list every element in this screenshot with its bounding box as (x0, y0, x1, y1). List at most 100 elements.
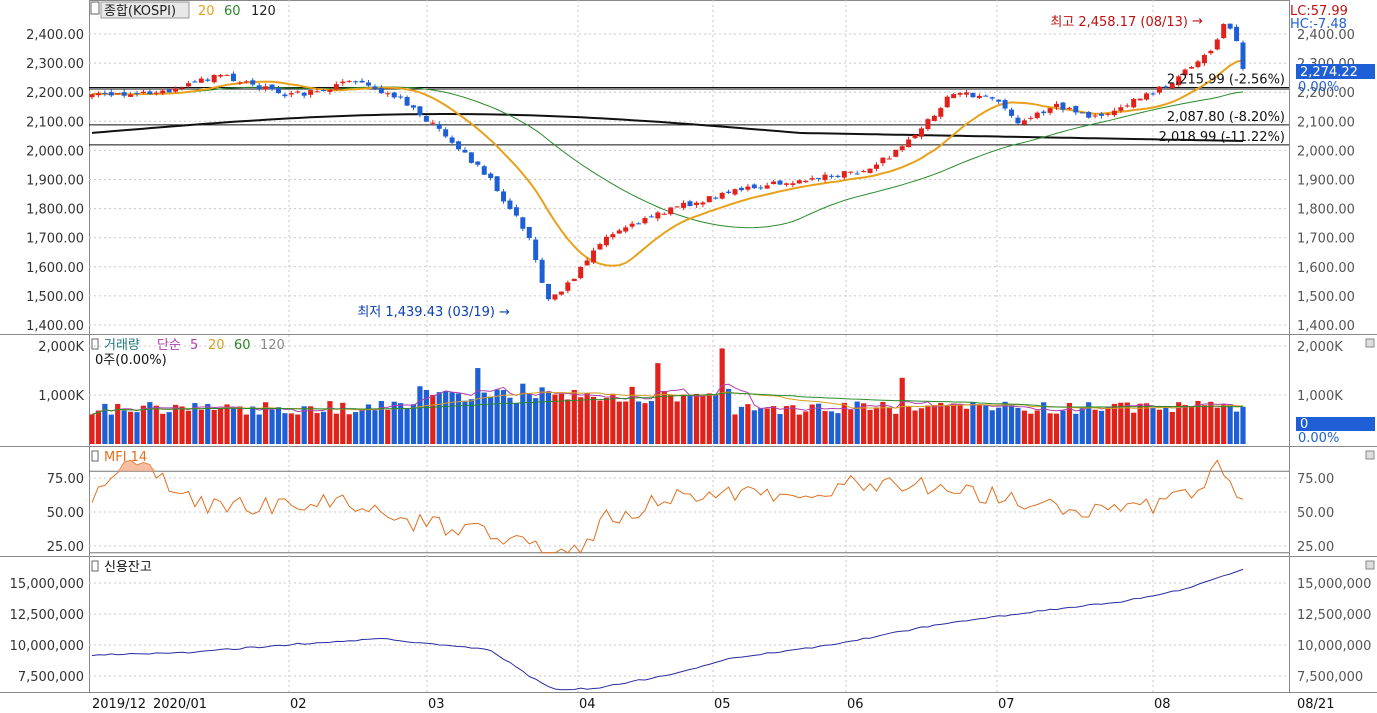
candle (764, 185, 770, 189)
volume-bar (526, 394, 532, 444)
close-icon[interactable] (1365, 450, 1375, 460)
candle (700, 202, 706, 205)
candle (140, 91, 146, 93)
y-tick-label: 25.00 (47, 540, 84, 555)
candle (899, 146, 905, 151)
volume-bar (301, 406, 307, 444)
panel-menu-icon[interactable] (91, 560, 99, 572)
volume-bar (1156, 409, 1163, 444)
y-tick-label: 2,400.00 (1297, 28, 1355, 43)
y-tick-label: 1,700.00 (1297, 232, 1355, 247)
volume-bar (95, 410, 102, 444)
candle (481, 166, 487, 175)
symbol-tag[interactable] (100, 1, 190, 19)
y-tick-label: 15,000,000 (1297, 577, 1371, 592)
volume-bar (108, 414, 114, 444)
current-price: 2,274.22 (1300, 65, 1358, 80)
volume-bar (488, 396, 494, 444)
volume-bar (359, 410, 365, 444)
volume-bar (861, 403, 867, 444)
mfi-overbought-area (92, 460, 163, 472)
volume-bar (449, 392, 455, 444)
candle (552, 294, 558, 300)
y-tick-label: 1,000K (38, 389, 84, 404)
panel-menu-icon[interactable] (91, 450, 99, 462)
y-tick-label: 10,000,000 (1297, 639, 1371, 654)
volume-bar (353, 412, 359, 444)
candle (546, 283, 552, 300)
candle (648, 216, 654, 218)
y-tick-label: 7,500,000 (1297, 670, 1363, 685)
volume-bar (1105, 407, 1111, 444)
volume-bar (127, 411, 134, 444)
y-tick-label: 2,100.00 (26, 115, 84, 130)
x-axis-end-label: 08/21 (1297, 697, 1334, 712)
y-tick-label: 1,400.00 (26, 319, 84, 334)
volume-bar (623, 401, 629, 444)
volume-bar (635, 401, 642, 444)
candle (417, 106, 423, 116)
volume-bar (1124, 402, 1130, 444)
candle (777, 180, 783, 185)
candle (989, 97, 995, 99)
volume-bar (558, 393, 565, 444)
candle (1163, 86, 1169, 88)
candle (1028, 117, 1034, 119)
credit-line (91, 568, 1244, 691)
candle (828, 175, 834, 177)
candle (501, 191, 507, 202)
y-tick-label: 2,300.00 (26, 57, 84, 72)
candle (353, 81, 359, 83)
candle (443, 129, 449, 137)
candle (224, 74, 230, 76)
vol-ma60-label: 60 (234, 338, 251, 353)
close-icon[interactable] (1365, 338, 1375, 348)
volume-bar (346, 414, 352, 444)
volume-bar (1137, 403, 1143, 444)
candle (205, 79, 211, 81)
candle (623, 227, 629, 232)
volume-bar (455, 393, 462, 444)
candle (1105, 113, 1111, 115)
volume-value-badge (1296, 417, 1375, 431)
y-tick-label: 2,000.00 (1297, 144, 1355, 159)
candle (822, 174, 828, 181)
candle (706, 196, 712, 203)
panel-menu-icon[interactable] (91, 338, 99, 350)
volume-panel[interactable] (89, 348, 1246, 444)
candle (269, 84, 275, 90)
volume-bar (288, 413, 294, 444)
mfi-panel[interactable] (89, 459, 1289, 554)
volume-bar (378, 401, 384, 444)
candle (976, 95, 982, 98)
current-change: 0.00% (1298, 80, 1339, 95)
volume-bar (224, 404, 230, 444)
volume-bar (314, 413, 320, 444)
volume-bar (944, 405, 950, 444)
y-tick-label: 2,000.00 (26, 144, 84, 159)
volume-bar (1015, 407, 1021, 444)
candle (629, 223, 635, 227)
credit-panel[interactable] (91, 568, 1244, 691)
volume-bar (333, 413, 339, 444)
panel-menu-icon[interactable] (90, 1, 100, 15)
volume-bar (198, 409, 204, 444)
volume-bar (925, 405, 931, 444)
candle (745, 186, 751, 190)
volume-bar (520, 383, 526, 444)
volume-bar (1201, 405, 1208, 444)
price-panel[interactable] (89, 23, 1289, 301)
x-tick-label: 04 (579, 697, 596, 712)
vol-ma20-label: 20 (208, 338, 225, 353)
candle (218, 75, 224, 77)
credit-title: 신용잔고 (104, 560, 152, 575)
volume-bar (468, 399, 474, 444)
ma60-label: 60 (224, 4, 241, 19)
close-icon[interactable] (1365, 560, 1375, 570)
volume-bar (680, 394, 687, 444)
volume-bar (121, 410, 127, 444)
volume-bar (1221, 404, 1227, 444)
lc-label: LC:57.99 (1290, 4, 1348, 19)
volume-bar (211, 409, 217, 444)
